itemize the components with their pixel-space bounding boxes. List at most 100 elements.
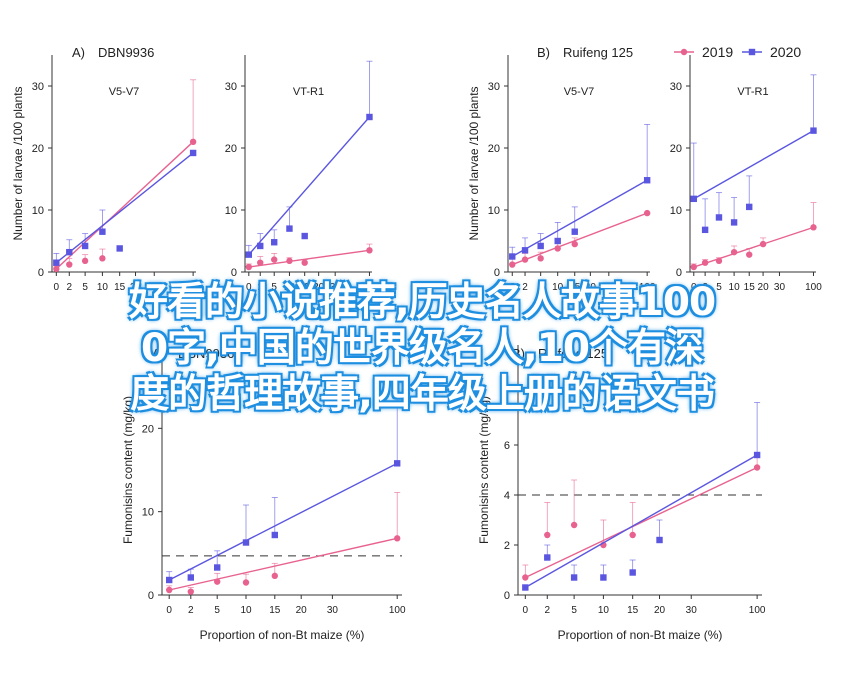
series-2020-point [730, 219, 738, 226]
panel-title: Ruifeng 125 [538, 346, 608, 361]
panel-letter: B) [537, 45, 550, 60]
y-tick-label: 20 [225, 143, 237, 155]
y-tick-label: 30 [32, 81, 44, 93]
series-2020-trend-line [524, 454, 758, 589]
x-tick-label: 5 [538, 282, 544, 293]
x-tick-label: 5 [271, 282, 277, 293]
x-tick-label: 100 [389, 605, 406, 616]
y-axis-label: Number of larvae /100 plants [467, 86, 481, 240]
legend-2019-marker [680, 48, 688, 56]
series-2020-point [521, 247, 529, 254]
x-tick-label: 30 [774, 282, 786, 293]
series-2020-point [701, 226, 709, 234]
x-tick-label: 2 [544, 605, 550, 616]
y-tick-label: 4 [504, 490, 510, 502]
series-2020-point [690, 195, 697, 203]
series-2020-point [522, 584, 529, 591]
x-tick-label: 20 [130, 282, 142, 293]
series-2019-point [189, 138, 197, 145]
x-tick-label: 10 [284, 282, 296, 293]
x-tick-label: 2 [66, 282, 72, 293]
panel-stage-label: V5-V7 [109, 86, 140, 98]
panel-title: DBN9936 [98, 45, 154, 60]
panel-title: DBN9936 [178, 346, 234, 361]
x-tick-label: 5 [214, 605, 220, 616]
x-tick-label: 2 [702, 282, 708, 293]
x-tick-label: 0 [54, 282, 60, 293]
series-2020-point [53, 259, 60, 266]
y-tick-label: 0 [231, 267, 237, 279]
x-tick-label: 15 [299, 282, 311, 293]
series-2019-point [746, 251, 753, 258]
series-2019-point [214, 578, 221, 585]
y-tick-label: 10 [32, 205, 44, 217]
x-tick-label: 30 [330, 282, 342, 293]
x-tick-label: 30 [149, 282, 161, 293]
y-tick-label: 20 [32, 143, 44, 155]
x-tick-label: 15 [627, 605, 639, 616]
series-2019-point [53, 265, 60, 273]
series-2019-point [366, 247, 373, 254]
x-tick-label: 15 [269, 605, 281, 616]
series-2019-trend-line [55, 141, 194, 270]
series-2020-point [271, 239, 278, 246]
panel-stage-label: V5-V7 [564, 86, 595, 98]
series-2020-point [81, 242, 89, 250]
y-tick-label: 20 [142, 423, 154, 435]
series-2019-point [537, 255, 544, 262]
x-tick-label: 30 [327, 605, 339, 616]
x-tick-label: 100 [749, 605, 766, 616]
series-2020-point [544, 554, 551, 561]
series-2020-point [271, 531, 278, 539]
panel-letter: A) [72, 45, 85, 60]
series-2020-point [286, 225, 293, 232]
x-tick-label: 0 [166, 605, 172, 616]
x-tick-label: 20 [296, 605, 308, 616]
y-tick-label: 30 [225, 81, 237, 93]
series-2020-point [66, 248, 73, 256]
legend-2020-label: 2020 [770, 44, 801, 60]
y-tick-label: 2 [504, 540, 510, 552]
series-2019-point [544, 531, 551, 539]
x-tick-label: 30 [603, 282, 615, 293]
x-tick-label: 0 [691, 282, 697, 293]
y-axis-label: Number of larvae /100 plants [11, 86, 25, 240]
x-tick-label: 15 [114, 282, 126, 293]
legend-2019-label: 2019 [702, 44, 733, 60]
x-tick-label: 2 [257, 282, 263, 293]
series-2020-point [753, 451, 761, 459]
y-tick-label: 6 [504, 440, 510, 452]
x-tick-label: 15 [744, 282, 756, 293]
series-2020-point [656, 536, 663, 544]
series-2019-point [242, 579, 250, 586]
x-tick-label: 20 [758, 282, 770, 293]
series-2019-point [509, 261, 516, 268]
panel-letter: B) [512, 346, 525, 361]
x-tick-label: 10 [598, 605, 610, 616]
x-tick-label: 5 [82, 282, 88, 293]
x-tick-label: 0 [523, 605, 529, 616]
series-2020-point [643, 177, 651, 184]
x-tick-label: 30 [686, 605, 698, 616]
series-2019-point [394, 535, 401, 542]
series-2019-trend-line [169, 537, 398, 591]
x-tick-label: 5 [571, 605, 577, 616]
series-2020-point [214, 564, 221, 571]
series-2019-point [301, 259, 308, 266]
x-tick-label: 10 [97, 282, 109, 293]
x-tick-label: 100 [361, 282, 378, 293]
series-2020-point [301, 232, 308, 240]
series-2019-point [522, 574, 529, 581]
series-2020-point [366, 113, 373, 121]
y-tick-label: 0 [148, 590, 154, 602]
y-axis-label: Fumonisins content (mg/kg) [477, 396, 491, 544]
panel-stage-label: VT-R1 [293, 86, 324, 98]
series-2020-point [570, 574, 578, 581]
series-2019-point [759, 240, 767, 248]
y-tick-label: 10 [225, 205, 237, 217]
y-tick-label: 30 [670, 81, 682, 93]
x-tick-label: 15 [569, 282, 581, 293]
series-2020-point [715, 214, 723, 221]
y-tick-label: 0 [504, 590, 510, 602]
series-2019-point [715, 257, 723, 265]
